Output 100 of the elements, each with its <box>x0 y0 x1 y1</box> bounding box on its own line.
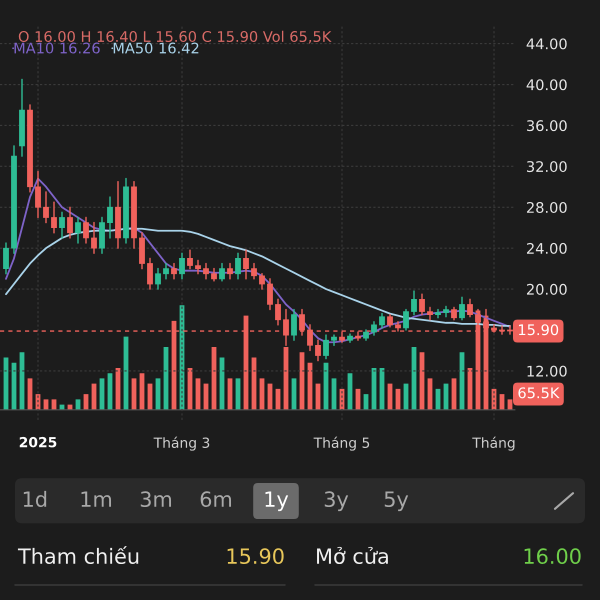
x-tick-label: Tháng 3 <box>154 436 210 451</box>
bar <box>396 388 400 410</box>
candlestick <box>259 273 265 290</box>
text: 65.5K <box>518 387 560 398</box>
bar <box>364 394 368 410</box>
candlestick <box>227 262 233 280</box>
candlestick <box>235 252 241 280</box>
bar <box>412 347 416 410</box>
candlestick <box>67 206 73 239</box>
candlestick <box>251 262 257 280</box>
bar <box>108 373 112 410</box>
candlestick <box>371 321 377 336</box>
candlestick <box>211 268 217 282</box>
candlestick <box>75 216 81 244</box>
bar <box>372 368 376 410</box>
bar <box>12 362 16 410</box>
text: 1y <box>265 492 288 512</box>
x-tick-label: 2025 <box>20 436 56 448</box>
bar <box>468 368 472 410</box>
bar <box>44 399 48 410</box>
bar <box>252 358 256 410</box>
candlestick <box>307 324 313 352</box>
bar <box>124 336 128 410</box>
bar <box>196 378 200 410</box>
candlestick <box>291 308 297 341</box>
candlestick <box>35 170 41 218</box>
bar <box>444 384 448 410</box>
bar <box>388 384 392 410</box>
candlestick <box>155 268 161 290</box>
y-tick-label: 36.00 <box>527 120 567 132</box>
text: 6m <box>200 491 232 508</box>
candlestick <box>331 334 337 346</box>
annotation: O 16.00 H 16.40 L 15.60 C 15.90 Vol 65,5K <box>18 30 332 44</box>
y-tick-label: 44.00 <box>526 38 567 50</box>
bar <box>156 378 160 410</box>
candlestick <box>379 312 385 329</box>
candlestick <box>51 201 57 234</box>
bar <box>84 394 88 410</box>
bar <box>20 352 24 410</box>
candlestick <box>459 296 465 320</box>
candlestick <box>411 290 417 316</box>
y-tick-label: 28.00 <box>526 202 567 214</box>
text: 3y <box>324 491 348 512</box>
y-tick-label: 24.00 <box>526 242 567 254</box>
candlestick <box>83 216 89 244</box>
x-tick-label: Tháng <box>472 436 514 451</box>
bar <box>300 352 304 410</box>
bar <box>436 388 440 410</box>
bar <box>404 384 408 410</box>
y-tick-label: 12.00 <box>528 366 567 377</box>
bar <box>116 368 120 410</box>
candlestick <box>43 191 49 224</box>
bar <box>220 358 224 410</box>
bar <box>492 388 496 410</box>
bar <box>228 378 232 410</box>
candlestick <box>427 306 433 320</box>
bar <box>68 404 72 410</box>
candlestick <box>323 334 329 360</box>
bar <box>4 358 8 410</box>
text: 1m <box>82 492 112 507</box>
candlestick <box>467 298 473 318</box>
x-tick-label: Tháng 5 <box>314 436 370 451</box>
bar <box>92 384 96 410</box>
candlestick <box>315 340 321 362</box>
bar <box>428 378 432 410</box>
candlestick <box>243 250 249 280</box>
bar <box>212 347 216 410</box>
y-tick-label: 20.00 <box>526 284 567 295</box>
legend-label: MA50 16.42 <box>114 42 198 54</box>
candlestick <box>179 252 185 280</box>
candlestick <box>403 308 409 331</box>
text: 16.00 <box>524 548 581 564</box>
y-tick-label: 40.00 <box>526 79 567 90</box>
bar <box>188 368 192 410</box>
text: 5y <box>384 492 408 512</box>
candlestick <box>59 212 65 239</box>
bar <box>180 305 184 410</box>
candlestick <box>219 262 225 282</box>
bar <box>204 384 208 410</box>
ref-line-label: 15.90 <box>518 324 558 336</box>
bar <box>36 394 40 410</box>
candlestick <box>387 314 393 328</box>
text: 3m <box>140 491 172 508</box>
bar <box>308 362 312 410</box>
bar <box>260 378 264 410</box>
candlestick <box>107 196 113 239</box>
candlestick <box>275 298 281 326</box>
bar <box>332 378 336 410</box>
candlestick <box>3 242 9 274</box>
bar <box>324 362 328 410</box>
text: Tham chiếu <box>18 546 138 564</box>
bar <box>316 384 320 410</box>
bar <box>452 378 456 410</box>
bar <box>100 378 104 410</box>
candlestick <box>91 222 97 254</box>
bar <box>140 373 144 410</box>
candlestick <box>203 262 209 280</box>
y-tick-label: 32.00 <box>527 161 567 172</box>
bar <box>28 378 32 410</box>
candlestick <box>451 306 457 320</box>
